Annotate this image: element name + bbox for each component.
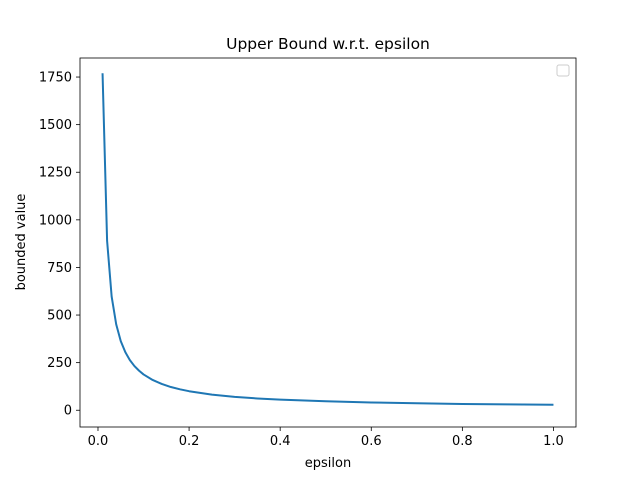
plot-border <box>79 57 577 428</box>
y-tick-label: 500 <box>47 309 72 324</box>
y-tick-label: 1500 <box>39 118 72 133</box>
x-tick-label: 1.0 <box>543 434 564 449</box>
series-layer <box>101 73 554 406</box>
y-tick-label: 1750 <box>39 71 72 86</box>
plot-area <box>79 57 577 428</box>
x-axis-label: epsilon <box>305 456 351 471</box>
x-tick-label: 0.2 <box>179 434 200 449</box>
y-axis: 0 250 500 750 1000 1250 1500 1750 <box>39 71 80 419</box>
y-tick-label: 1000 <box>39 213 72 228</box>
x-axis: 0.0 0.2 0.4 0.6 0.8 1.0 <box>88 427 564 449</box>
y-tick-label: 1250 <box>39 166 72 181</box>
y-tick-label: 250 <box>47 356 72 371</box>
series-line <box>101 73 554 406</box>
y-axis-label: bounded value <box>14 194 29 291</box>
y-tick-label: 750 <box>47 261 72 276</box>
x-tick-label: 0.4 <box>270 434 291 449</box>
chart-title: Upper Bound w.r.t. epsilon <box>226 35 430 53</box>
x-tick-label: 0.6 <box>361 434 382 449</box>
y-tick-label: 0 <box>64 404 72 419</box>
x-tick-label: 0.0 <box>88 434 109 449</box>
x-tick-label: 0.8 <box>452 434 473 449</box>
legend-box <box>556 64 570 77</box>
